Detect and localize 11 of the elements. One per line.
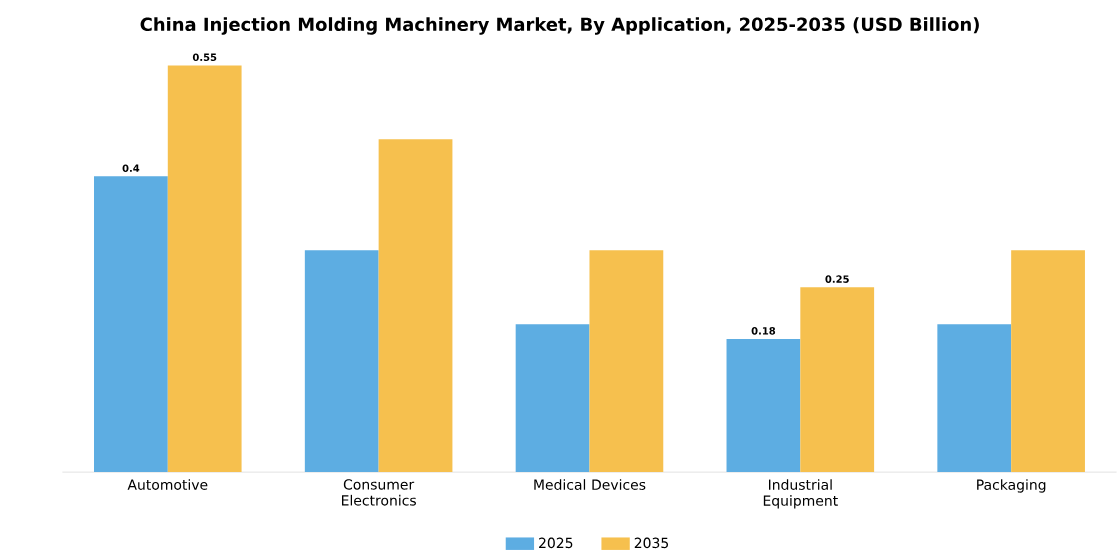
chart-title: China Injection Molding Machinery Market, By Application, 2025-2035 (USD Billion): [140, 17, 979, 35]
bar: [515, 324, 590, 473]
bar: [94, 176, 168, 473]
bar: [937, 324, 1012, 473]
bar: [304, 250, 379, 473]
bar: [589, 250, 664, 473]
bar: [726, 339, 801, 473]
bar: [167, 65, 242, 473]
bar: [800, 287, 875, 473]
bar: [1011, 250, 1085, 473]
bar: [378, 139, 453, 473]
